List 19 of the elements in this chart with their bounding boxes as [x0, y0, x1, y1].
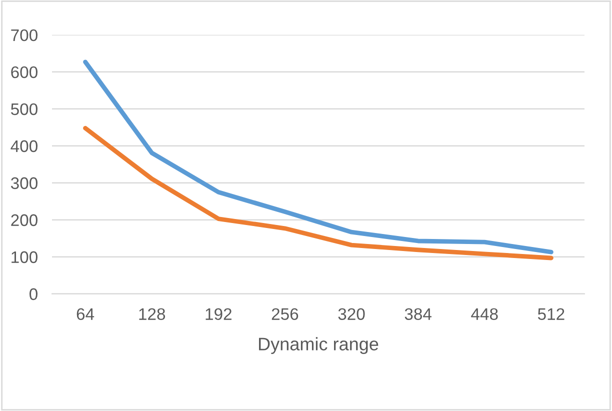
x-tick-label: 64	[76, 308, 94, 320]
line-series	[83, 60, 554, 254]
y-tick-label: 400	[10, 140, 38, 152]
y-tick-label: 100	[12, 251, 38, 264]
x-axis-title: Dynamic range	[259, 337, 378, 354]
x-tick-label: 384	[404, 308, 432, 320]
y-tick-label: 300	[10, 177, 38, 190]
x-tick-label: 128	[139, 308, 166, 320]
y-tick-label: 600	[11, 66, 38, 78]
x-tick-label: 192	[206, 308, 232, 320]
y-tick-label: 700	[11, 29, 38, 42]
x-tick-label: 512	[538, 308, 564, 320]
line-series	[83, 126, 554, 260]
x-tick-label: 320	[338, 308, 365, 320]
y-tick-label: 0	[30, 288, 38, 300]
x-tick-label: 448	[471, 308, 498, 320]
y-tick-label: 200	[11, 214, 38, 226]
x-tick-label: 256	[272, 308, 298, 320]
y-tick-label: 500	[10, 103, 38, 116]
